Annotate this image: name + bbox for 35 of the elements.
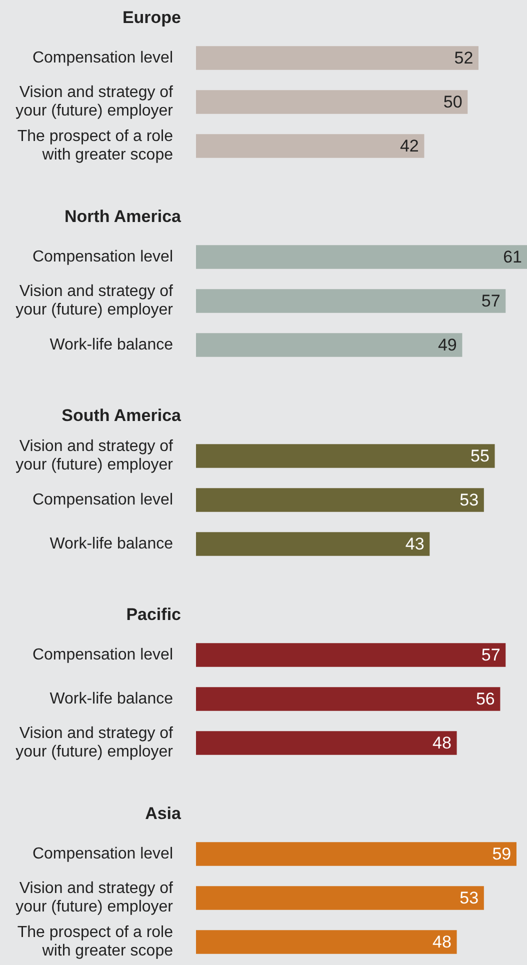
y-tick-label: The prospect of a role with greater scope	[17, 924, 174, 960]
data-label: 49	[438, 336, 457, 355]
y-tick-label: Compensation level	[32, 646, 173, 664]
data-label: 48	[432, 734, 452, 753]
y-tick-label: Compensation level	[32, 49, 173, 66]
data-label: 53	[460, 888, 479, 908]
chart-title: Europe	[121, 7, 181, 29]
data-label: 42	[400, 136, 419, 156]
y-tick-label: Work-life balance	[50, 336, 174, 354]
data-label: 61	[503, 248, 522, 267]
data-label: 55	[470, 446, 490, 466]
y-tick-label: Vision and strategy of your (future) employer	[16, 880, 174, 916]
data-label: 57	[481, 292, 500, 311]
data-label: 43	[405, 534, 424, 554]
y-tick-label: Compensation level	[32, 248, 173, 266]
y-tick-label: Vision and strategy of your (future) employer	[16, 725, 174, 761]
y-tick-label: Vision and strategy of your (future) employer	[16, 84, 174, 120]
chart-title: South America	[60, 405, 181, 427]
y-tick-label: Compensation level	[32, 845, 173, 862]
data-label: 53	[460, 490, 479, 510]
data-label: 48	[432, 932, 452, 952]
chart-title: Asia	[144, 803, 181, 825]
chart-title: Pacific	[125, 604, 181, 626]
data-label: 50	[443, 92, 462, 112]
y-tick-label: The prospect of a role with greater scope	[17, 128, 174, 164]
data-label: 52	[454, 48, 474, 68]
data-label: 59	[492, 844, 512, 864]
y-tick-label: Work-life balance	[50, 535, 174, 552]
data-label: 56	[476, 690, 495, 709]
chart-title: North America	[63, 206, 181, 228]
y-tick-label: Work-life balance	[50, 690, 174, 708]
y-tick-label: Vision and strategy of your (future) employer	[16, 283, 174, 319]
y-tick-label: Compensation level	[32, 491, 173, 508]
data-label: 57	[481, 646, 500, 665]
y-tick-label: Vision and strategy of your (future) employer	[16, 438, 174, 474]
